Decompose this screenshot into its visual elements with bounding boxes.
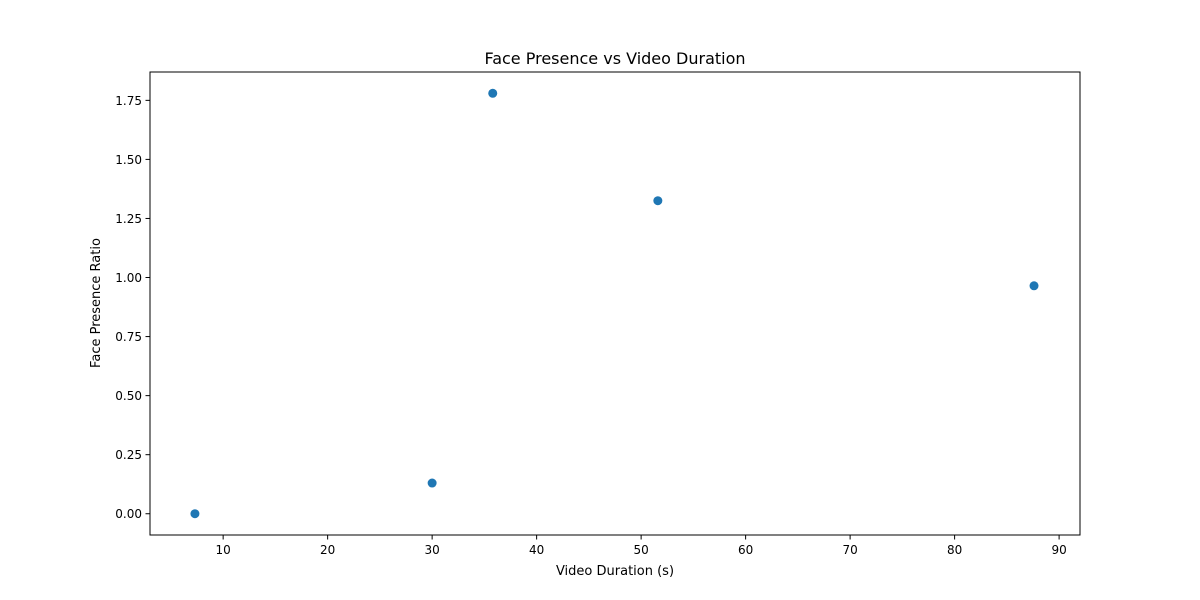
data-points xyxy=(190,88,1039,519)
y-tick-label: 0.75 xyxy=(115,330,142,344)
y-tick-label: 1.75 xyxy=(115,94,142,108)
y-tick-label: 1.00 xyxy=(115,271,142,285)
y-tick-label: 0.00 xyxy=(115,507,142,521)
x-tick-label: 30 xyxy=(424,543,439,557)
x-tick-label: 40 xyxy=(529,543,544,557)
x-tick-label: 70 xyxy=(842,543,857,557)
y-tick-label: 0.50 xyxy=(115,389,142,403)
x-tick-label: 10 xyxy=(216,543,231,557)
x-tick-label: 80 xyxy=(947,543,962,557)
scatter-point xyxy=(1029,281,1039,291)
scatter-point xyxy=(427,478,437,488)
x-tick-label: 20 xyxy=(320,543,335,557)
y-axis-ticks: 0.00 0.25 0.50 0.75 1.00 1.25 1.50 1.75 xyxy=(115,94,150,521)
scatter-point xyxy=(488,88,498,98)
x-axis-label: Video Duration (s) xyxy=(556,564,674,579)
scatter-point xyxy=(653,196,663,206)
y-tick-label: 1.50 xyxy=(115,153,142,167)
plot-area-frame xyxy=(149,71,1081,536)
x-tick-label: 50 xyxy=(633,543,648,557)
scatter-point xyxy=(190,509,200,519)
chart-title: Face Presence vs Video Duration xyxy=(484,49,745,68)
y-tick-label: 1.25 xyxy=(115,212,142,226)
x-tick-label: 90 xyxy=(1051,543,1066,557)
y-tick-label: 0.25 xyxy=(115,448,142,462)
x-axis-ticks: 10 20 30 40 50 60 70 80 90 xyxy=(216,535,1067,557)
x-tick-label: 60 xyxy=(738,543,753,557)
y-axis-label: Face Presence Ratio xyxy=(89,238,104,368)
